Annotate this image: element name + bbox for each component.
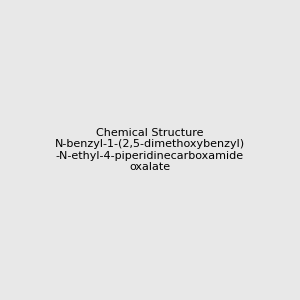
Text: Chemical Structure
N-benzyl-1-(2,5-dimethoxybenzyl)
-N-ethyl-4-piperidinecarboxa: Chemical Structure N-benzyl-1-(2,5-dimet…: [55, 128, 245, 172]
